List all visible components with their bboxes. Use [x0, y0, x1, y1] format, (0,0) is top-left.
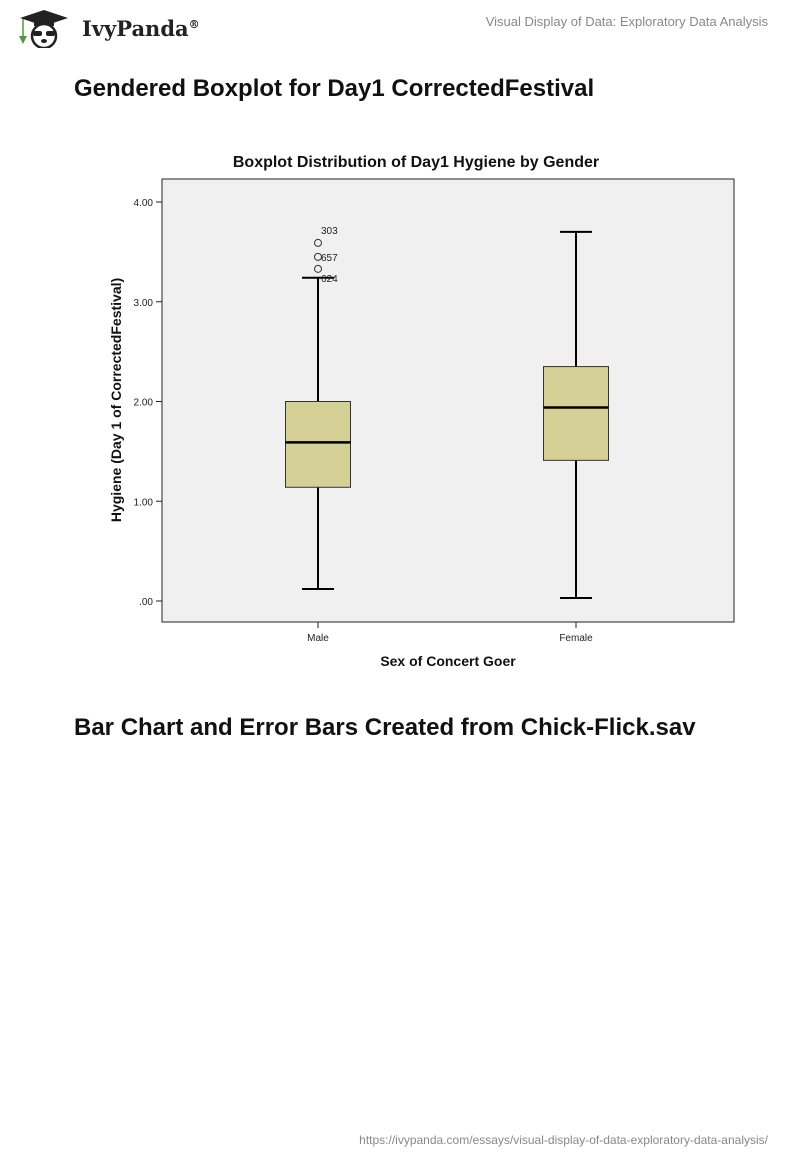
outlier-point	[314, 252, 322, 261]
y-tick-label: 2.00	[134, 398, 154, 409]
plot-area	[161, 178, 735, 623]
y-axis: .00 1.00 2.00 3.00 4.00	[134, 198, 162, 608]
ivypanda-logo[interactable]: IvyPanda®	[14, 8, 200, 48]
x-axis-label: Sex of Concert Goer	[380, 653, 516, 669]
boxes: 303 657 624 Male Female	[285, 226, 609, 644]
y-axis-label: Hygiene (Day 1 of CorrectedFestival)	[108, 278, 124, 522]
boxplot-chart: Boxplot Distribution of Day1 Hygiene by …	[108, 154, 735, 669]
chart-title: Boxplot Distribution of Day1 Hygiene by …	[233, 154, 599, 171]
section-heading-boxplot: Gendered Boxplot for Day1 CorrectedFesti…	[74, 75, 595, 102]
y-tick-label: 3.00	[134, 298, 154, 309]
y-tick-label: 1.00	[134, 497, 154, 508]
registered-mark: ®	[188, 17, 200, 31]
outlier-point	[314, 264, 322, 273]
brand-text: IvyPanda	[82, 15, 189, 41]
outlier-point	[314, 238, 322, 247]
y-tick-label: .00	[139, 597, 153, 608]
brand-name: IvyPanda®	[82, 16, 200, 41]
outlier-label: 657	[321, 253, 338, 264]
section-heading-bar-chart: Bar Chart and Error Bars Created from Ch…	[74, 714, 696, 741]
panda-graduate-icon	[19, 10, 68, 48]
document-title: Visual Display of Data: Exploratory Data…	[485, 14, 768, 29]
outlier-label: 624	[321, 274, 338, 285]
y-tick-label: 4.00	[134, 198, 154, 209]
box-female	[543, 366, 609, 461]
source-url[interactable]: https://ivypanda.com/essays/visual-displ…	[359, 1133, 768, 1147]
x-tick-label: Male	[307, 633, 329, 644]
box-male	[285, 401, 351, 488]
x-tick-label: Female	[559, 633, 593, 644]
outlier-label: 303	[321, 226, 338, 237]
